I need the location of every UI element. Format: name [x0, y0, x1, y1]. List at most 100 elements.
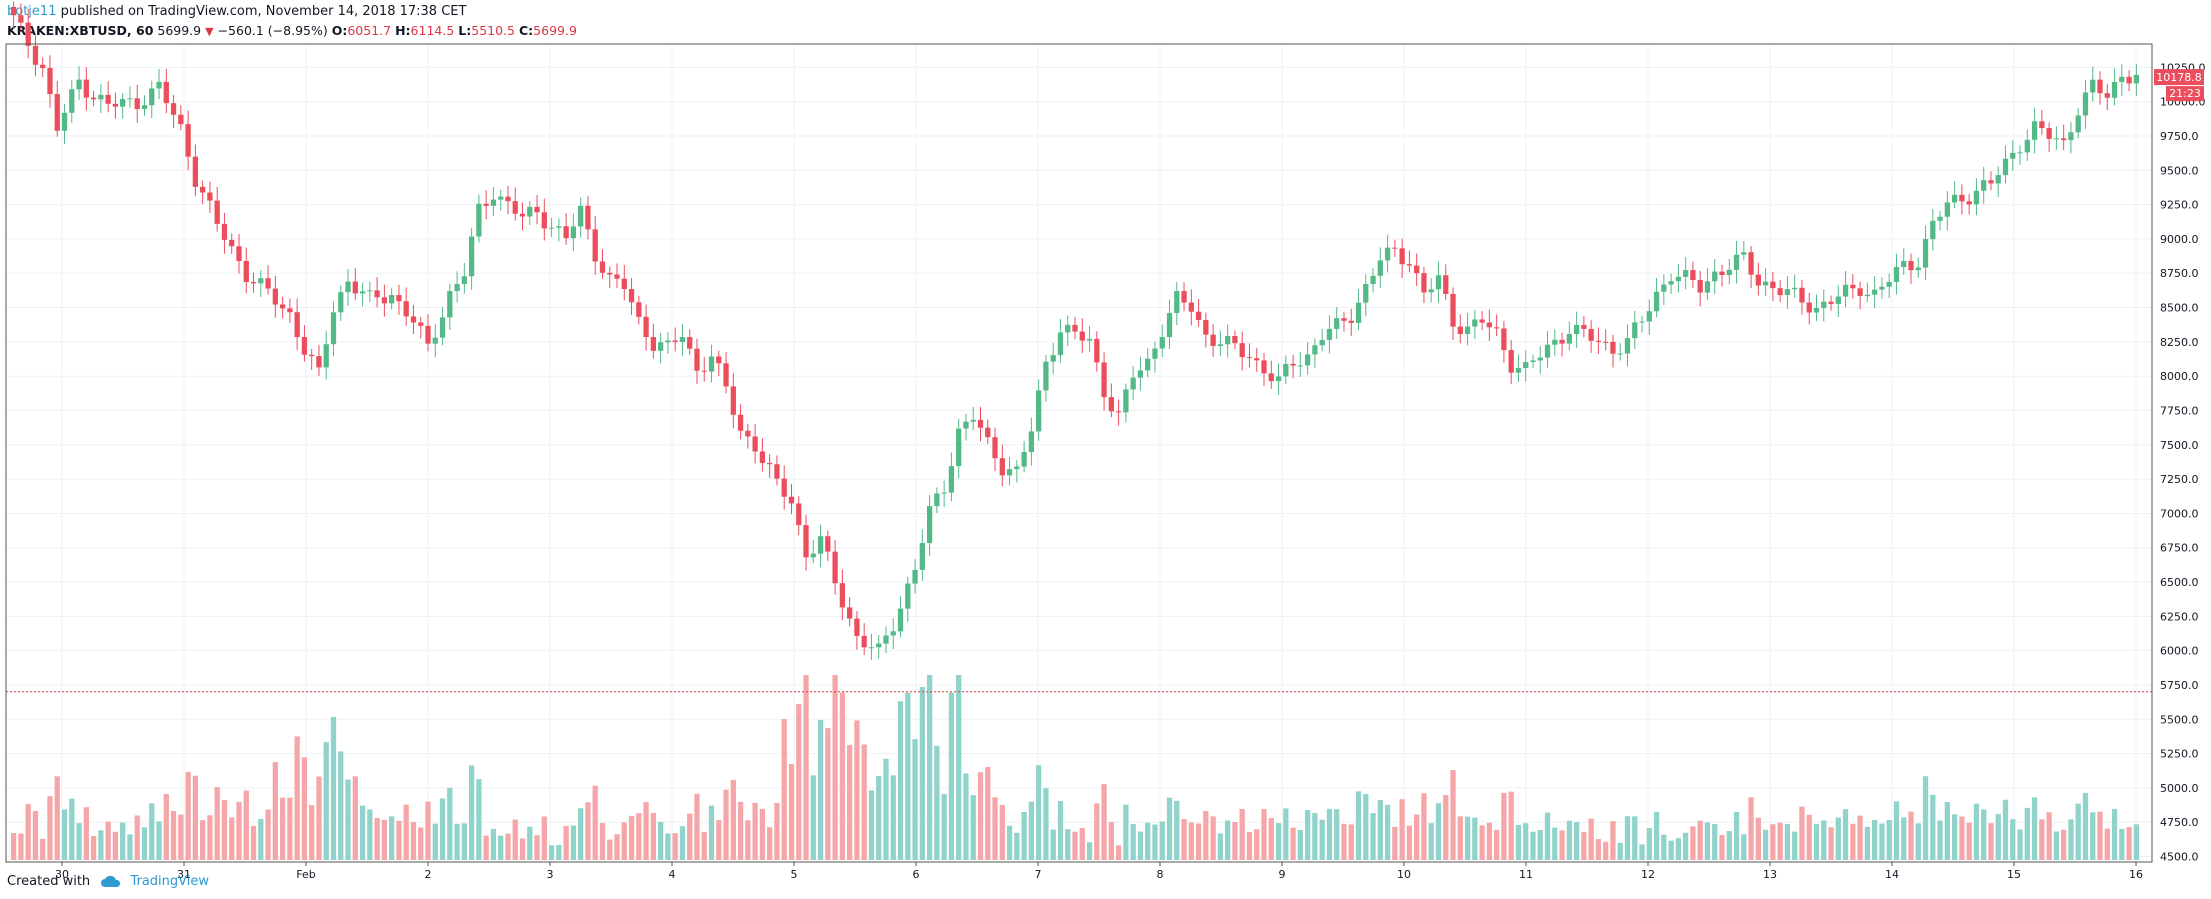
- volume-bar: [90, 835, 97, 860]
- candle-body: [912, 569, 918, 584]
- candle-body: [2111, 81, 2118, 98]
- volume-bar: [832, 675, 838, 860]
- candle-body: [1908, 261, 1914, 271]
- price-axis[interactable]: 4500.0 4750.0 5000.0 5250.0 5500.0 5750.0 6000…: [2160, 61, 2206, 863]
- candle-body: [1166, 312, 1173, 338]
- volume-bar: [788, 764, 795, 860]
- volume-bar: [679, 826, 686, 860]
- candle-body: [221, 223, 228, 240]
- volume-bar: [432, 823, 438, 860]
- volume-bar: [1319, 819, 1325, 860]
- volume-bar: [1828, 827, 1834, 860]
- candle-body: [1864, 294, 1871, 297]
- volume-bar: [1268, 818, 1274, 860]
- countdown-tag: [2166, 86, 2204, 102]
- volume-bar: [505, 833, 511, 860]
- volume-bar: [985, 767, 991, 860]
- volume-bar: [1086, 842, 1093, 860]
- volume-bar: [781, 719, 787, 860]
- volume-bar: [1552, 827, 1558, 860]
- candle-body: [1581, 324, 1587, 329]
- candle-body: [1115, 411, 1122, 413]
- candle-body: [374, 290, 380, 298]
- volume-bar: [752, 802, 758, 860]
- volume-bar: [1363, 794, 1369, 860]
- candle-body: [1610, 341, 1616, 354]
- volume-bar: [185, 771, 191, 860]
- volume-bar: [643, 802, 649, 860]
- y-tick-label: 7000.0: [2160, 507, 2199, 520]
- candle-body: [1072, 324, 1078, 332]
- volume-bar: [1668, 840, 1674, 860]
- volume-bar: [25, 804, 31, 860]
- candle-body: [1523, 362, 1529, 368]
- x-tick-label: 30: [55, 868, 69, 881]
- candle-body: [309, 354, 315, 357]
- volume-bar: [1755, 817, 1761, 860]
- candle-body: [1799, 287, 1805, 303]
- volume-bar: [1959, 816, 1965, 860]
- volume-bar: [1588, 818, 1594, 860]
- candle-body: [1036, 390, 1042, 432]
- volume-bar: [1443, 794, 1449, 860]
- volume-bar: [389, 816, 395, 860]
- tradingview-link[interactable]: TradingView: [130, 874, 209, 889]
- candle-body: [1464, 326, 1471, 334]
- volume-bar: [1770, 824, 1776, 860]
- volume-bar: [708, 805, 715, 860]
- candle-body: [1603, 341, 1609, 343]
- candle-body: [2031, 121, 2038, 140]
- volume-bar: [498, 835, 504, 860]
- candle-body: [897, 608, 904, 632]
- candle-body: [1573, 324, 1580, 335]
- candle-body: [207, 192, 213, 201]
- candle-body: [1188, 302, 1194, 312]
- candle-body: [1268, 373, 1274, 382]
- candle-body: [1792, 287, 1798, 290]
- y-tick-label: 9250.0: [2160, 199, 2199, 212]
- candle-body: [432, 337, 438, 344]
- candle-body: [2097, 79, 2103, 94]
- symbol-label: KRAKEN:XBTUSD, 60: [7, 23, 154, 38]
- y-tick-label: 5000.0: [2160, 782, 2199, 795]
- candle-body: [1108, 397, 1114, 412]
- volume-bar: [345, 779, 351, 860]
- volume-bar: [2024, 807, 2030, 860]
- volume-bar: [141, 827, 148, 860]
- candle-body: [948, 466, 955, 493]
- volume-bar: [825, 728, 831, 860]
- volume-bar: [490, 828, 497, 860]
- volume-bar: [672, 833, 678, 860]
- volume-bar: [1581, 832, 1587, 860]
- candle-body: [1559, 339, 1565, 344]
- time-axis[interactable]: 30 31 Feb 2 3 4 5 6 7 8 9 10 11 12 13 14 15 16: [55, 862, 2143, 881]
- candle-body: [614, 274, 620, 279]
- volume-bar: [294, 736, 300, 860]
- candle-body: [258, 278, 264, 284]
- candle-body: [359, 291, 366, 294]
- volume-bar: [810, 775, 816, 860]
- volume-bar: [258, 818, 264, 860]
- x-tick-label: 10: [1397, 868, 1411, 881]
- volume-bar: [1312, 812, 1318, 860]
- y-tick-label: 7250.0: [2160, 473, 2199, 486]
- candle-body: [774, 464, 780, 479]
- volume-bar: [1981, 809, 1987, 860]
- volume-bar: [1559, 830, 1565, 860]
- volume-bar: [1988, 823, 1994, 860]
- volume-bar: [1610, 821, 1616, 860]
- volume-bar: [1537, 830, 1543, 860]
- candle-body: [279, 304, 286, 309]
- volume-bar: [1421, 793, 1427, 860]
- volume-bar: [1995, 814, 2001, 860]
- y-tick-label: 8000.0: [2160, 370, 2199, 383]
- candle-body: [1530, 360, 1536, 363]
- volume-bar: [1748, 797, 1754, 860]
- candle-body: [112, 103, 119, 107]
- volume-bar: [1406, 825, 1413, 860]
- candle-body: [1683, 270, 1689, 277]
- volume-bar: [1246, 831, 1253, 860]
- volume-bar: [476, 779, 482, 860]
- volume-bar: [1203, 810, 1209, 860]
